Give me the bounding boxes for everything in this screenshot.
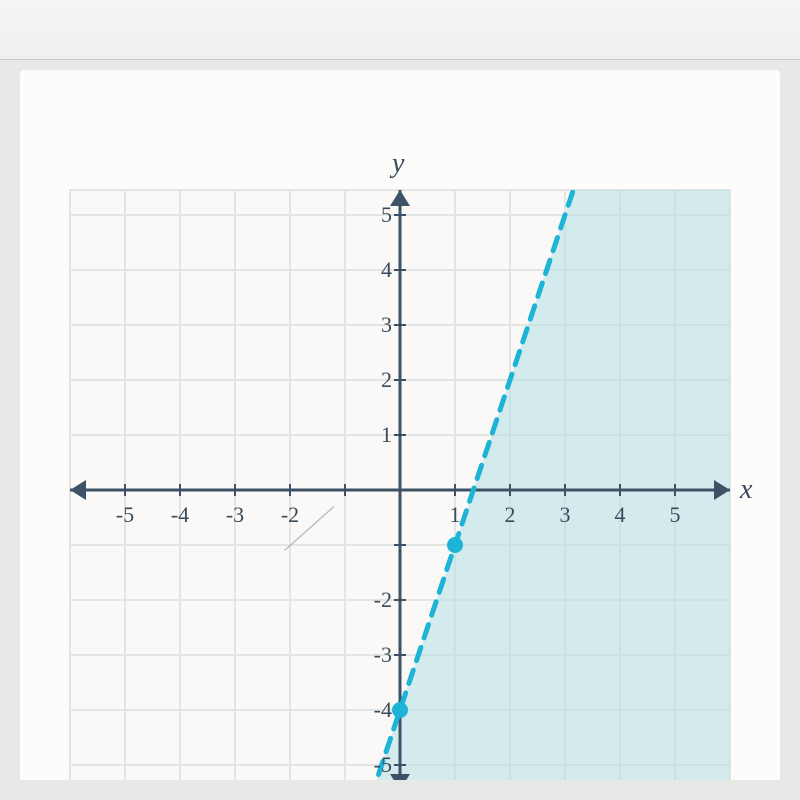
tick-label: 1 (352, 422, 392, 448)
tick-label: 5 (352, 202, 392, 228)
tick-label: -5 (105, 502, 145, 528)
tick-label: -3 (352, 642, 392, 668)
tick-label: 2 (490, 502, 530, 528)
tick-label: -4 (352, 697, 392, 723)
tick-label: -3 (215, 502, 255, 528)
tick-label: -2 (270, 502, 310, 528)
tick-label: 3 (545, 502, 585, 528)
tick-label: -4 (160, 502, 200, 528)
window-toolbar (0, 0, 800, 60)
tick-label: 1 (435, 502, 475, 528)
y-axis-label: y (392, 148, 404, 180)
tick-label: 2 (352, 367, 392, 393)
chart-panel: y x 54321-2-3-4-5-5-4-3-223451 (20, 70, 780, 780)
tick-label: -2 (352, 587, 392, 613)
tick-label: 4 (352, 257, 392, 283)
tick-label: 5 (655, 502, 695, 528)
tick-label: 4 (600, 502, 640, 528)
tick-label: 3 (352, 312, 392, 338)
x-axis-label: x (740, 474, 752, 506)
tick-label: -5 (352, 752, 392, 778)
